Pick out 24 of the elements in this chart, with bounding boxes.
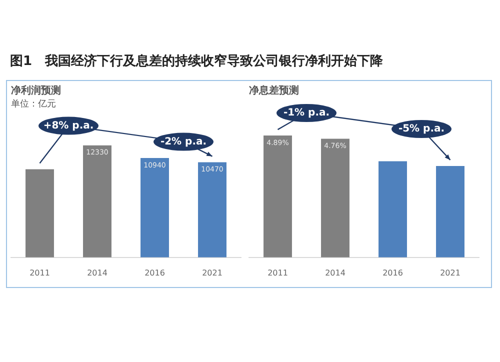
- bar: [140, 158, 169, 258]
- x-tick-label: 2021: [440, 268, 460, 278]
- x-tick-label: 2011: [268, 268, 288, 278]
- x-tick-label: 2016: [144, 268, 165, 278]
- chart-subtitle: 净利润预测: [11, 84, 61, 97]
- bar: [264, 136, 292, 258]
- bar: [321, 138, 350, 258]
- x-tick-label: 2011: [30, 268, 50, 278]
- x-tick-label: 2021: [202, 268, 222, 278]
- bar: [26, 169, 54, 258]
- text: -5% p.a.: [398, 124, 445, 135]
- chart-subtitle: 净息差预测: [249, 84, 299, 97]
- chart-title: 图1 我国经济下行及息差的持续收窄导致公司银行净利开始下降: [10, 52, 384, 70]
- y-axis-title: 单位：亿元: [11, 98, 56, 110]
- text: -1% p.a.: [283, 108, 330, 119]
- x-tick-label: 2016: [382, 268, 403, 278]
- x-tick-label: 2014: [325, 268, 346, 278]
- x-tick-label: 2014: [87, 268, 108, 278]
- bar: [198, 162, 226, 258]
- text: +8% p.a.: [43, 120, 94, 132]
- annotation: -2% p.a.: [160, 136, 207, 148]
- bar: [83, 145, 112, 258]
- bar: [436, 166, 464, 258]
- bar: [378, 161, 407, 258]
